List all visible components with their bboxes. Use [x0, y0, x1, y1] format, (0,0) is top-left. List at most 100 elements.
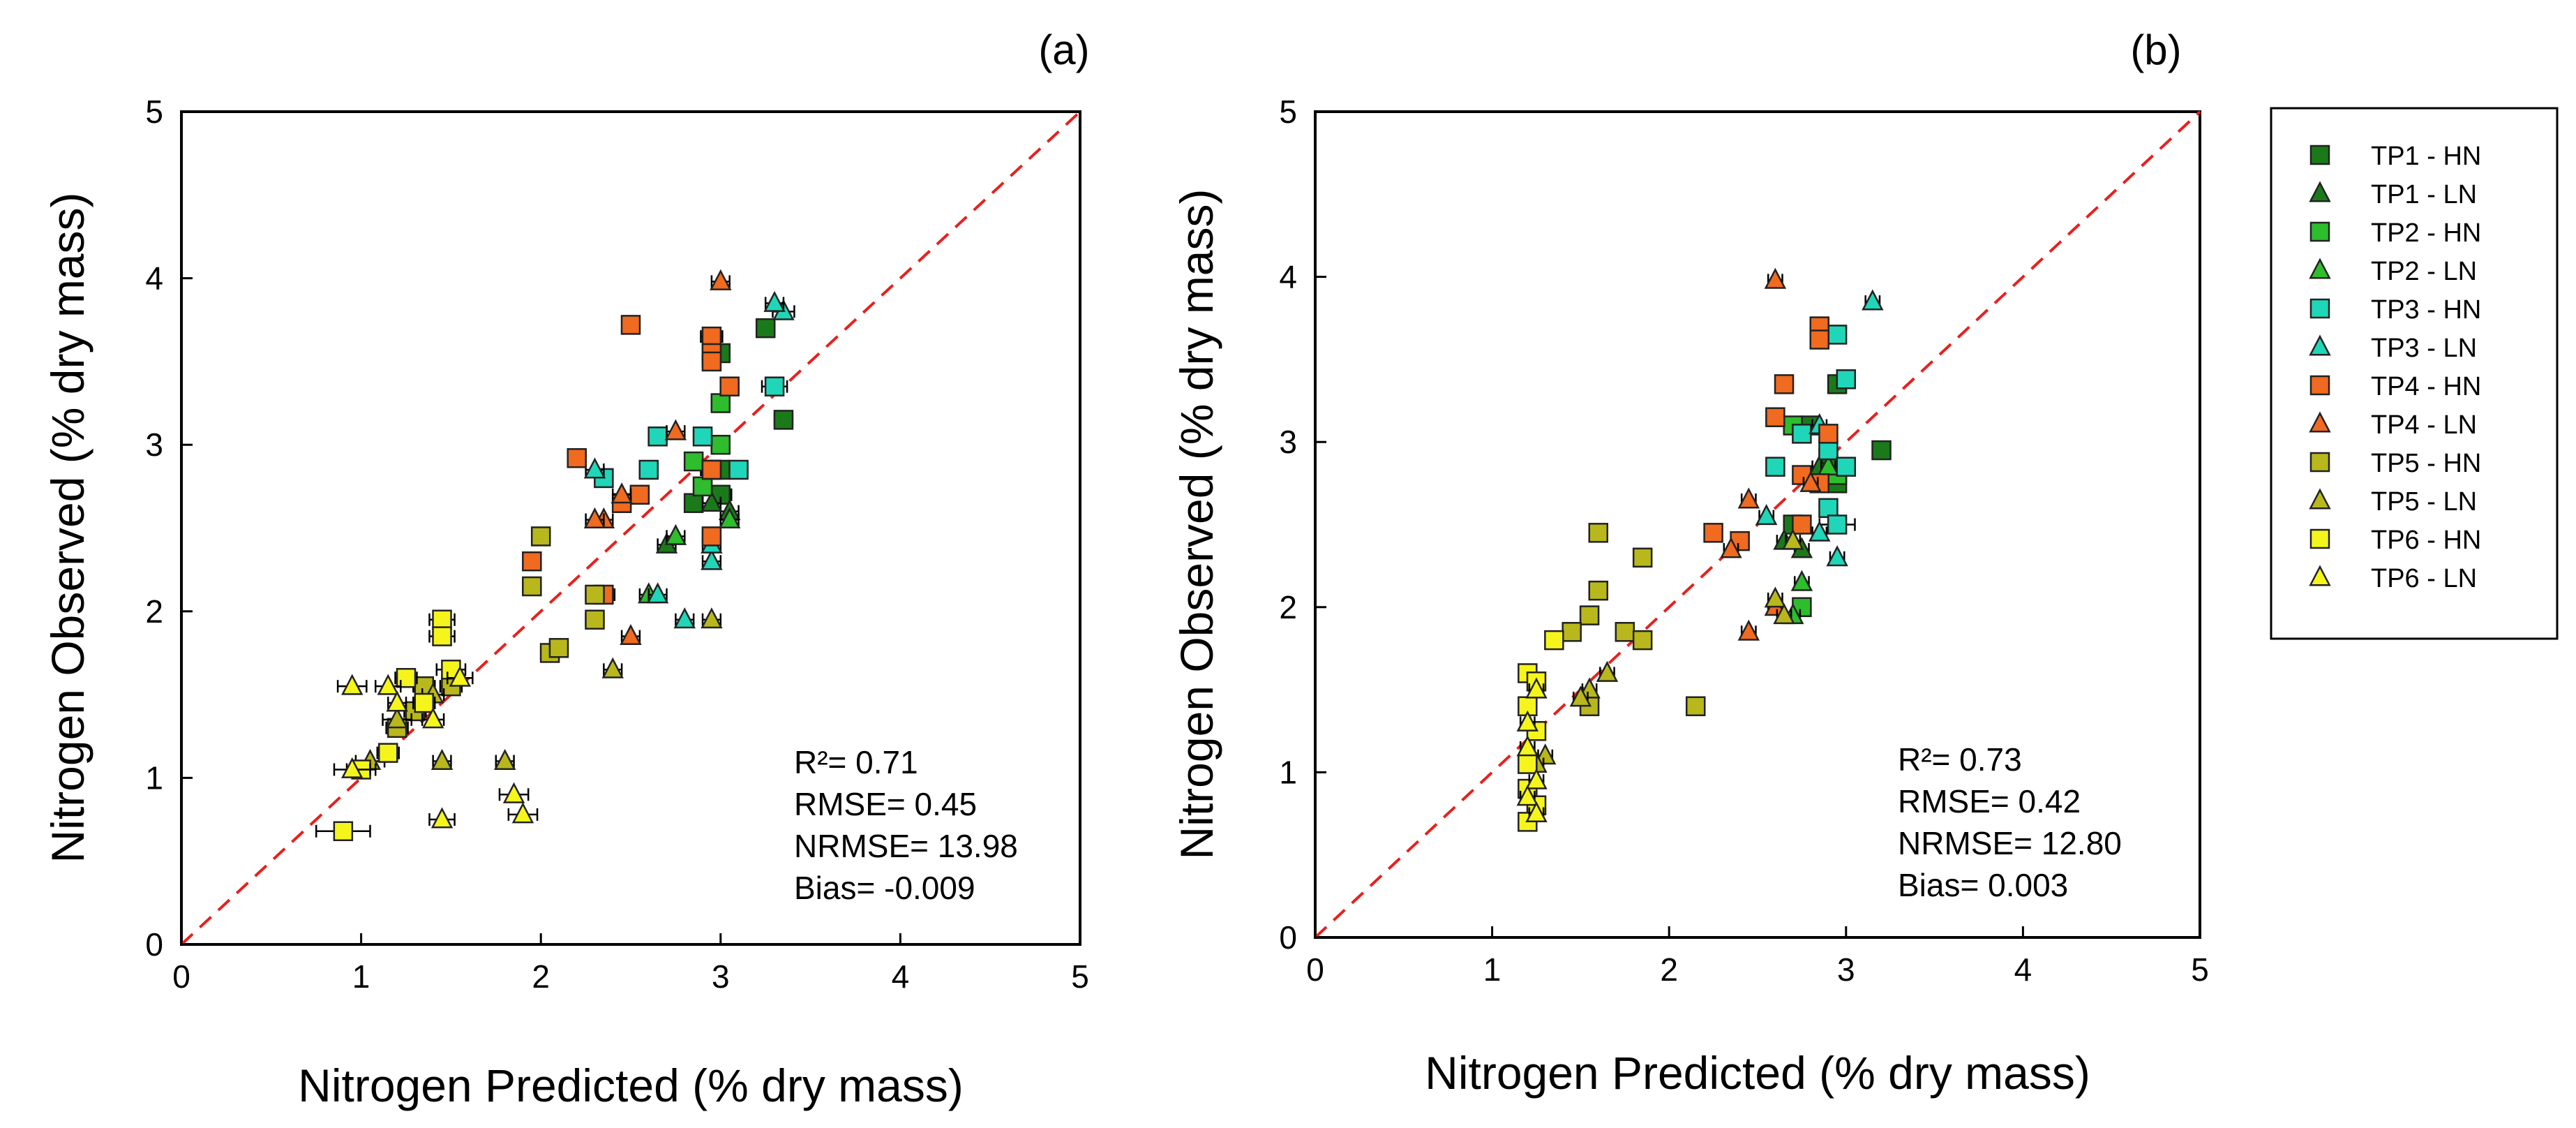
panel-b-tag: (b)	[2130, 27, 2181, 73]
panel-b-y-tick-label: 2	[1279, 589, 1297, 625]
point-tp6-ln	[341, 757, 364, 778]
panel-a-x-tick-label: 4	[892, 958, 910, 995]
panel-b-plot-frame	[1314, 110, 2201, 939]
legend-marker-tp4-ln	[2309, 411, 2331, 433]
panel-b-x-tick-label: 2	[1660, 951, 1678, 988]
point-tp5-ln	[701, 607, 723, 629]
point-tp5-ln	[493, 748, 516, 771]
legend-label-tp4-hn: TP4 - HN	[2371, 372, 2481, 401]
point-tp3-ln	[701, 549, 723, 570]
point-tp5-ln	[386, 707, 408, 729]
point-tp6-hn	[432, 609, 452, 630]
point-tp6-hn	[333, 821, 354, 842]
legend: TP1 - HN TP1 - LN TP2 - HN TP2 - LN TP3 - HN…	[2270, 107, 2559, 640]
point-tp3-hn	[764, 376, 785, 396]
point-tp3-hn	[1827, 514, 1848, 535]
point-tp4-hn	[701, 351, 722, 372]
panel-b: (b) 0 1 2 3 4 5 0 1 2 3 4 5 Nitrogen Predicted (% d…	[1171, 27, 2209, 1099]
point-tp4-hn	[1774, 374, 1795, 394]
point-tp6-hn	[1518, 754, 1538, 774]
legend-marker-tp1-hn	[2309, 144, 2330, 165]
point-tp6-ln	[377, 674, 399, 695]
panel-b-y-tick-label: 1	[1279, 754, 1297, 790]
panel-a-y-tick-label: 3	[145, 426, 163, 463]
panel-b-stat-r2: R²= 0.73	[1898, 741, 2022, 778]
point-tp5-ln	[430, 748, 454, 771]
point-tp6-ln	[511, 802, 534, 824]
panel-a: (a) 0 1 2 3 4 5 0 1 2 3 4 5 Nitrogen Predicted (% d…	[42, 27, 1090, 1111]
legend-marker-tp5-hn	[2309, 452, 2330, 473]
panel-b-x-tick-label: 5	[2191, 951, 2209, 988]
point-tp3-ln	[673, 607, 696, 629]
point-tp3-hn	[1836, 369, 1857, 389]
panel-b-x-axis-title: Nitrogen Predicted (% dry mass)	[1425, 1047, 2090, 1099]
panel-a-marks	[180, 110, 1081, 946]
point-tp4-hn	[1818, 424, 1839, 444]
panel-a-plot-frame	[180, 110, 1081, 946]
point-tp6-ln	[1525, 677, 1548, 699]
point-tp4-hn	[1809, 329, 1830, 350]
point-tp5-hn	[1685, 696, 1706, 717]
point-tp6-ln	[1516, 735, 1539, 757]
panel-b-stats: R²= 0.73 RMSE= 0.42 NRMSE= 12.80 Bias= 0…	[1898, 741, 2122, 903]
panel-a-stat-rmse: RMSE= 0.45	[794, 786, 977, 822]
point-tp5-ln	[1773, 602, 1795, 625]
point-tp3-hn	[1792, 424, 1812, 444]
legend-marker-tp3-ln	[2309, 334, 2331, 356]
panel-a-y-tick-label: 4	[145, 260, 163, 297]
panel-a-reference-line	[180, 110, 1081, 946]
point-tp3-ln	[583, 457, 606, 479]
legend-label-tp5-ln: TP5 - LN	[2371, 487, 2477, 517]
legend-label-tp2-hn: TP2 - HN	[2371, 218, 2481, 248]
legend-marker-tp1-ln	[2309, 181, 2331, 202]
panel-a-x-tick-label: 1	[352, 958, 370, 995]
point-tp5-hn	[1632, 547, 1653, 568]
point-tp5-hn	[522, 576, 542, 597]
point-tp2-hn	[692, 476, 713, 497]
point-tp6-ln	[1525, 768, 1548, 789]
point-tp4-hn	[1703, 523, 1723, 543]
point-tp6-hn	[432, 626, 452, 646]
point-tp2-hn	[710, 434, 731, 455]
point-tp4-ln	[583, 507, 606, 529]
panel-a-y-tick-label: 5	[145, 94, 163, 130]
panel-a-stats: R²= 0.71 RMSE= 0.45 NRMSE= 13.98 Bias= -…	[794, 744, 1018, 906]
point-tp4-ln	[620, 623, 642, 646]
legend-label-tp6-ln: TP6 - LN	[2371, 564, 2477, 593]
panel-a-tag: (a)	[1038, 27, 1089, 73]
panel-a-x-axis-title: Nitrogen Predicted (% dry mass)	[298, 1060, 964, 1111]
point-tp4-ln	[1720, 537, 1742, 558]
panel-b-ticks: 0 1 2 3 4 5 0 1 2 3 4 5	[1279, 94, 2208, 988]
point-tp3-ln	[1862, 289, 1884, 311]
panel-b-stat-nrmse: NRMSE= 12.80	[1898, 825, 2122, 861]
panel-a-y-axis-title: Nitrogen Observed (% dry mass)	[42, 193, 93, 863]
panel-a-ticks: 0 1 2 3 4 5 0 1 2 3 4 5	[145, 94, 1088, 995]
point-tp6-hn	[1544, 630, 1564, 651]
panel-a-x-tick-label: 0	[172, 958, 190, 995]
panel-a-stat-nrmse: NRMSE= 13.98	[794, 828, 1018, 864]
point-tp6-ln	[341, 674, 364, 695]
point-tp3-hn	[728, 459, 749, 480]
point-tp1-hn	[683, 493, 704, 513]
legend-items: TP1 - HN TP1 - LN TP2 - HN TP2 - LN TP3 - HN…	[2309, 142, 2481, 593]
point-tp6-ln	[449, 665, 471, 687]
panel-b-x-tick-label: 0	[1306, 951, 1324, 988]
point-tp2-hn	[683, 451, 704, 472]
point-tp3-ln	[1755, 504, 1778, 526]
point-tp5-hn	[585, 609, 605, 630]
point-tp5-ln	[601, 657, 624, 678]
point-tp6-hn	[414, 692, 435, 713]
point-tp5-hn	[530, 526, 551, 547]
point-tp3-ln	[763, 290, 786, 312]
point-tp4-hn	[1792, 514, 1812, 535]
panel-b-y-tick-label: 5	[1279, 94, 1297, 130]
point-tp5-ln	[1764, 586, 1787, 608]
point-tp5-hn	[1562, 622, 1582, 642]
point-tp6-ln	[386, 690, 408, 712]
point-tp4-ln	[1737, 487, 1760, 509]
point-tp4-ln	[1737, 619, 1760, 641]
legend-label-tp2-ln: TP2 - LN	[2371, 257, 2477, 286]
panel-a-y-tick-label: 2	[145, 593, 163, 630]
point-tp5-hn	[1615, 622, 1635, 642]
